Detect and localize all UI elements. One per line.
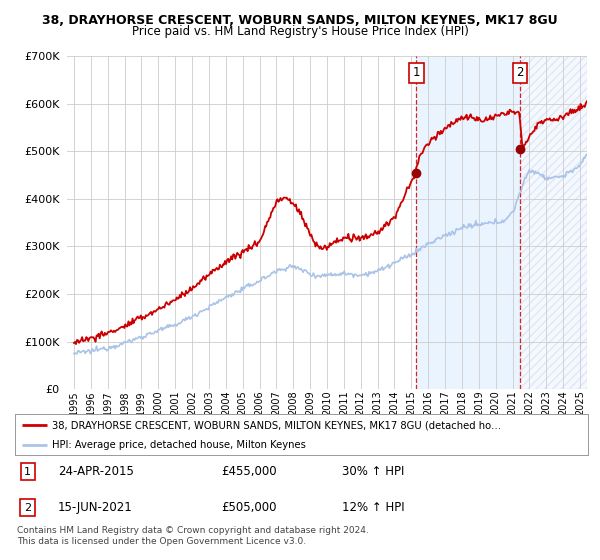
Text: 15-JUN-2021: 15-JUN-2021 (58, 501, 133, 514)
Text: Contains HM Land Registry data © Crown copyright and database right 2024.
This d: Contains HM Land Registry data © Crown c… (17, 526, 368, 546)
Text: 12% ↑ HPI: 12% ↑ HPI (341, 501, 404, 514)
Text: 30% ↑ HPI: 30% ↑ HPI (341, 465, 404, 478)
Text: 38, DRAYHORSE CRESCENT, WOBURN SANDS, MILTON KEYNES, MK17 8GU (detached ho…: 38, DRAYHORSE CRESCENT, WOBURN SANDS, MI… (52, 421, 502, 430)
Text: 1: 1 (24, 466, 31, 477)
Text: 1: 1 (413, 66, 420, 79)
Bar (416, 56, 520, 389)
Text: 24-APR-2015: 24-APR-2015 (58, 465, 134, 478)
Text: £505,000: £505,000 (221, 501, 277, 514)
Text: 2: 2 (24, 503, 31, 513)
Text: 38, DRAYHORSE CRESCENT, WOBURN SANDS, MILTON KEYNES, MK17 8GU: 38, DRAYHORSE CRESCENT, WOBURN SANDS, MI… (42, 14, 558, 27)
Text: HPI: Average price, detached house, Milton Keynes: HPI: Average price, detached house, Milt… (52, 440, 306, 450)
Bar (520, 56, 587, 389)
Text: Price paid vs. HM Land Registry's House Price Index (HPI): Price paid vs. HM Land Registry's House … (131, 25, 469, 38)
Text: 2: 2 (517, 66, 524, 79)
Text: £455,000: £455,000 (221, 465, 277, 478)
